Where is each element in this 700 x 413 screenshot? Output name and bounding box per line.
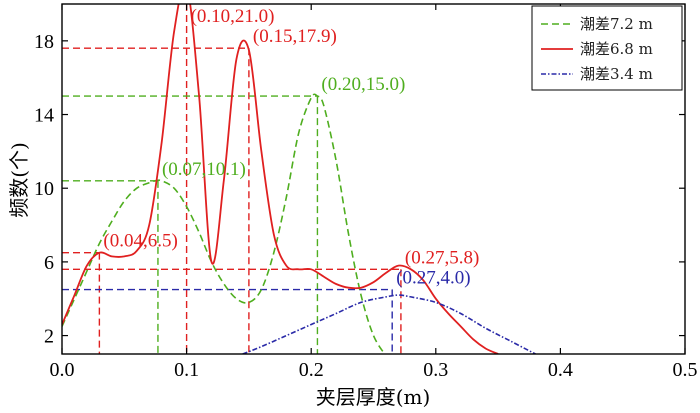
plot-frame: [61, 3, 686, 355]
legend: 潮差7.2 m 潮差6.8 m 潮差3.4 m: [531, 5, 683, 91]
reference-lines: [62, 4, 402, 354]
series-line-2: [242, 294, 536, 354]
series-line-0: [62, 93, 386, 354]
legend-label-2: 潮差3.4 m: [580, 65, 653, 83]
x-tick-label-2: 0.2: [299, 359, 324, 381]
x-tick-label-0: 0.0: [50, 359, 75, 381]
y-axis-title: 频数(个): [7, 142, 31, 218]
series-layer: [62, 4, 536, 354]
x-tick-label-1: 0.1: [174, 359, 199, 381]
series-line-1: [62, 4, 499, 354]
legend-box: [531, 5, 683, 91]
annotation-label-6: (0.27,4.0): [396, 268, 470, 289]
legend-label-1: 潮差6.8 m: [580, 40, 653, 58]
x-tick-label-3: 0.3: [423, 359, 448, 381]
annotations: (0.04,6.5) (0.07,10.1) (0.10,21.0)(0.15,17…: [103, 6, 479, 289]
y-tick-label-2: 10: [34, 178, 54, 200]
annotation-label-3: (0.15,17.9): [253, 26, 337, 47]
annotation-label-4: (0.20,15.0): [321, 74, 405, 95]
annotation-label-5: (0.27,5.8): [405, 247, 479, 268]
y-tick-label-4: 18: [34, 31, 54, 53]
x-tick-label-5: 0.5: [673, 359, 698, 381]
x-axis-title: 夹层厚度(m): [316, 385, 431, 409]
x-tick-label-4: 0.4: [548, 359, 573, 381]
y-tick-label-3: 14: [34, 105, 54, 127]
y-tick-label-0: 2: [44, 326, 54, 348]
annotation-label-1: (0.07,10.1): [162, 159, 246, 180]
annotation-label-0: (0.04,6.5): [103, 231, 177, 252]
y-tick-label-1: 6: [44, 252, 54, 274]
axis-ticks: 0.0 0.1 0.2 0.3 0.4 0.5 2 6 10 14 18: [34, 4, 698, 381]
annotation-label-2: (0.10,21.0): [191, 6, 275, 27]
legend-label-0: 潮差7.2 m: [580, 15, 653, 33]
